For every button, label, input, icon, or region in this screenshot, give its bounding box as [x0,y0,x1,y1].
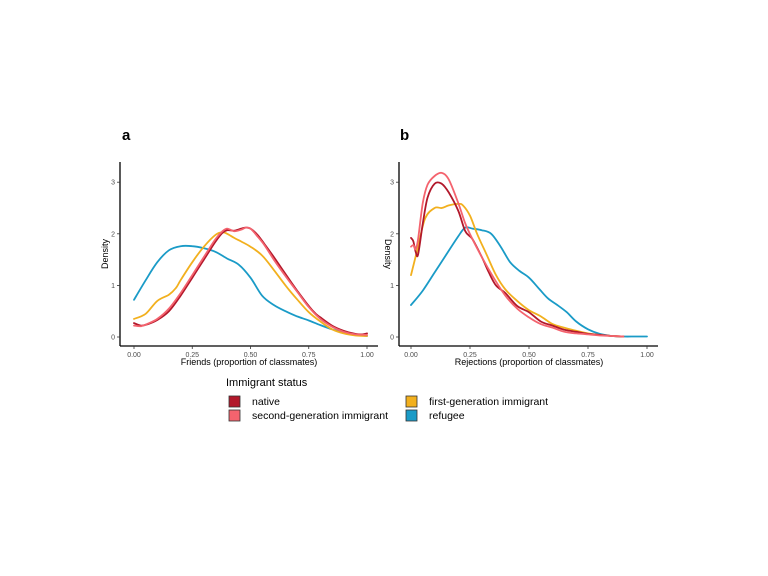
panel-a: a 0.00 0.25 0.50 0.75 1.00 0 1 2 3 Friends (pro… [100,127,378,367]
legend-title: Immigrant status [226,377,308,389]
panel-a-label: a [122,127,131,144]
panel-a-x-tick-label: 0.75 [302,352,316,359]
panel-b-y-ticks: 0 1 2 3 [390,180,399,342]
panel-b-x-tick-label: 0.50 [522,352,536,359]
panel-b-curve-refugee [410,226,648,338]
panel-b: b 0.00 0.25 0.50 0.75 1.00 0 1 2 3 Rejections (… [383,127,658,367]
legend-item-first-generation: first-generation immigrant [405,395,548,408]
panel-a-y-tick-label: 2 [111,231,115,238]
panel-a-curves [133,226,368,337]
panel-b-x-tick-label: 0.00 [404,352,418,359]
legend-item-refugee: refugee [405,409,465,422]
panel-a-x-ticks: 0.00 0.25 0.50 0.75 1.00 [127,346,374,359]
panel-a-y-ticks: 0 1 2 3 [111,180,120,342]
panel-b-x-axis-title: Rejections (proportion of classmates) [455,357,604,367]
panel-a-y-tick-label: 0 [111,335,115,342]
legend-key-first-generation [405,395,418,408]
legend-key-refugee [405,409,418,422]
panel-a-x-tick-label: 1.00 [360,352,374,359]
legend-label-second-generation: second-generation immigrant [252,410,388,422]
panel-a-curve-refugee [133,244,368,337]
panel-a-y-axis-title: Density [100,238,110,269]
panel-a-y-tick-label: 1 [111,283,115,290]
panel-b-x-tick-label: 1.00 [640,352,654,359]
panel-a-x-axis-title: Friends (proportion of classmates) [181,357,318,367]
panel-b-curve-second-generation-immigrant [410,171,625,338]
panel-b-x-tick-label: 0.25 [463,352,477,359]
legend-label-refugee: refugee [429,410,465,422]
panel-a-curve-second-generation-immigrant [133,226,368,336]
legend-key-second-generation [228,409,241,422]
panel-a-curve-first-generation-immigrant [133,231,368,337]
panel-a-y-tick-label: 3 [111,180,115,187]
panel-b-y-tick-label: 3 [390,180,394,187]
legend-item-native: native [228,395,280,408]
panel-b-y-tick-label: 1 [390,283,394,290]
panel-b-label: b [400,127,409,144]
panel-b-x-ticks: 0.00 0.25 0.50 0.75 1.00 [404,346,654,359]
legend-key-native [228,395,241,408]
panel-b-x-tick-label: 0.75 [581,352,595,359]
legend-item-second-generation: second-generation immigrant [228,409,388,422]
panel-a-x-tick-label: 0.25 [185,352,199,359]
legend-label-native: native [252,396,280,408]
panel-b-y-tick-label: 0 [390,335,394,342]
panel-a-x-tick-label: 0.00 [127,352,141,359]
panel-a-curve-native [133,226,368,336]
panel-b-y-tick-label: 2 [390,231,394,238]
legend-label-first-generation: first-generation immigrant [429,396,548,408]
panel-b-curves [410,171,648,338]
panel-a-x-tick-label: 0.50 [244,352,258,359]
legend: Immigrant status native second-generatio… [226,377,548,422]
panel-b-y-axis-title: Density [383,239,393,270]
